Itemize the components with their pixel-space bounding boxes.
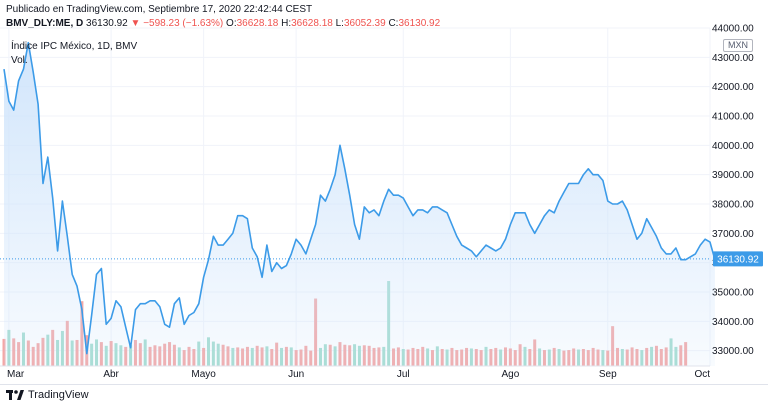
open-value: 36628.18 [236, 18, 279, 29]
y-tick-label: 40000.00 [712, 141, 754, 152]
x-tick-label: Ago [501, 369, 519, 380]
currency-badge[interactable]: MXN [723, 39, 753, 52]
symbol-quote-line: BMV_DLY:ME, D 36130.92 ▼ −598.23 (−1.63%… [6, 18, 440, 29]
x-tick-label: Jul [397, 369, 410, 380]
high-value: 36628.18 [291, 18, 333, 29]
last-price: 36130.92 [86, 18, 128, 29]
down-arrow-icon: ▼ [130, 18, 141, 29]
y-tick-label: 38000.00 [712, 200, 754, 211]
tradingview-brand-text: TradingView [28, 389, 89, 401]
chart-area[interactable]: 33000.0034000.0035000.0036000.0037000.00… [0, 0, 768, 384]
last-price-label-text: 36130.92 [717, 254, 759, 265]
volume-label: Vol. [11, 55, 28, 66]
y-tick-label: 43000.00 [712, 53, 754, 64]
chart-title: Índice IPC México, 1D, BMV [11, 41, 138, 52]
y-tick-label: 35000.00 [712, 288, 754, 299]
last-price-label [713, 251, 763, 267]
price-area-fill [4, 42, 715, 366]
tradingview-logo[interactable]: TradingView [6, 389, 89, 401]
y-tick-label: 33000.00 [712, 346, 754, 357]
y-tick-label: 39000.00 [712, 170, 754, 181]
x-tick-label: Sep [599, 369, 617, 380]
price-change: −598.23 (−1.63%) [143, 18, 224, 29]
published-caption: Publicado en TradingView.com, Septiembre… [6, 4, 313, 15]
y-tick-label: 37000.00 [712, 229, 754, 240]
x-tick-label: Jun [288, 369, 304, 380]
low-label: L: [335, 18, 344, 29]
footer-divider [0, 384, 768, 385]
symbol-name: BMV_DLY:ME, D [6, 18, 84, 29]
y-tick-label: 42000.00 [712, 82, 754, 93]
close-label: C: [388, 18, 399, 29]
y-tick-label: 34000.00 [712, 317, 754, 328]
x-tick-label: Mar [7, 369, 25, 380]
x-tick-label: Mayo [191, 369, 216, 380]
high-label: H: [281, 18, 292, 29]
open-label: O: [226, 18, 237, 29]
y-axis: 33000.0034000.0035000.0036000.0037000.00… [712, 24, 754, 358]
price-line [3, 41, 716, 355]
y-tick-label: 41000.00 [712, 112, 754, 123]
tradingview-logo-icon [6, 390, 24, 400]
close-value: 36130.92 [398, 18, 441, 29]
x-tick-label: Oct [694, 369, 710, 380]
x-axis: Mar Abr Mayo Jun Jul Ago Sep Oct [0, 365, 710, 380]
low-value: 36052.39 [343, 18, 386, 29]
y-tick-label: 44000.00 [712, 24, 754, 35]
x-tick-label: Abr [103, 369, 119, 380]
